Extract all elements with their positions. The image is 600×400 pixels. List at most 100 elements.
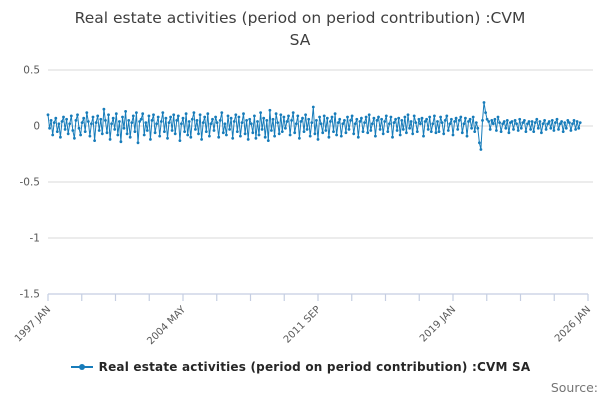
data-point: [358, 120, 362, 123]
data-point: [152, 113, 155, 117]
data-point: [104, 119, 107, 122]
data-point: [130, 121, 134, 124]
series-real-estate: [46, 101, 582, 151]
data-point: [560, 120, 563, 123]
data-point: [338, 117, 342, 121]
data-point: [178, 139, 182, 143]
data-point: [170, 129, 174, 132]
data-point: [57, 122, 61, 126]
data-point: [304, 113, 307, 117]
data-point: [554, 121, 557, 124]
data-point: [527, 120, 531, 123]
data-point: [384, 114, 388, 118]
data-point: [443, 119, 447, 122]
data-point: [166, 136, 169, 140]
data-point: [422, 134, 425, 138]
data-point: [209, 122, 213, 126]
data-point: [343, 119, 346, 122]
data-point: [204, 130, 208, 134]
data-point: [572, 119, 576, 122]
data-point: [329, 120, 332, 123]
data-point: [519, 126, 523, 130]
data-point: [336, 121, 340, 124]
data-point: [80, 121, 84, 124]
data-point: [568, 121, 571, 124]
data-point: [270, 129, 273, 132]
legend-label: Real estate activities (period on period…: [98, 360, 531, 374]
data-point: [90, 122, 93, 126]
data-point: [398, 133, 402, 137]
data-point: [411, 132, 415, 136]
data-point: [203, 115, 207, 119]
data-point: [321, 131, 325, 135]
data-point: [412, 114, 416, 118]
data-point: [138, 120, 142, 123]
data-point: [356, 135, 360, 139]
data-point: [465, 134, 469, 138]
data-point: [184, 112, 188, 116]
data-point: [341, 122, 345, 126]
legend-item-series[interactable]: Real estate activities (period on period…: [70, 360, 531, 374]
data-point: [423, 120, 427, 123]
data-point: [228, 127, 232, 131]
data-point: [544, 127, 548, 131]
data-point: [243, 132, 247, 136]
data-point: [192, 111, 196, 114]
data-point: [332, 130, 335, 134]
data-point: [172, 113, 176, 117]
data-point: [248, 117, 252, 121]
data-point: [391, 135, 394, 139]
data-point: [245, 119, 249, 122]
data-point: [450, 117, 453, 121]
data-point: [68, 122, 72, 126]
data-point: [440, 121, 444, 124]
data-point: [574, 127, 577, 131]
data-point: [401, 127, 405, 131]
data-point: [460, 131, 464, 135]
data-point: [308, 134, 312, 138]
data-point: [287, 114, 290, 118]
data-point: [451, 133, 455, 137]
x-tick-label: 2011 SEP: [282, 304, 323, 345]
data-point: [251, 131, 255, 135]
data-point: [569, 129, 573, 132]
data-point: [147, 114, 151, 118]
data-point: [197, 132, 200, 136]
x-tick-label: 1997 JAN: [13, 304, 53, 344]
data-point: [136, 141, 140, 145]
data-point: [515, 122, 518, 126]
data-point: [63, 127, 67, 131]
data-point: [349, 119, 352, 122]
data-point: [176, 114, 180, 118]
data-point: [260, 127, 264, 131]
data-point: [54, 116, 58, 120]
data-point: [361, 130, 365, 134]
data-point: [76, 113, 79, 117]
data-point: [392, 121, 396, 124]
data-point: [374, 134, 377, 138]
data-point: [454, 116, 458, 120]
data-point: [501, 122, 505, 126]
data-point: [415, 130, 419, 134]
data-point: [302, 130, 306, 134]
data-point: [541, 122, 545, 126]
data-point: [313, 132, 317, 136]
data-point: [495, 129, 498, 132]
data-point: [513, 119, 517, 122]
data-point: [200, 138, 204, 141]
data-point: [566, 119, 570, 122]
data-point: [111, 116, 115, 120]
data-point: [83, 130, 87, 134]
data-point: [414, 121, 418, 124]
data-point: [561, 130, 565, 134]
data-point: [91, 115, 95, 119]
data-point: [279, 113, 283, 117]
data-point: [493, 117, 497, 121]
data-point: [547, 120, 551, 123]
data-point: [246, 138, 250, 141]
data-point: [256, 120, 259, 123]
data-point: [110, 122, 113, 126]
data-point: [122, 126, 126, 130]
data-point: [253, 114, 256, 118]
data-point: [226, 114, 230, 118]
